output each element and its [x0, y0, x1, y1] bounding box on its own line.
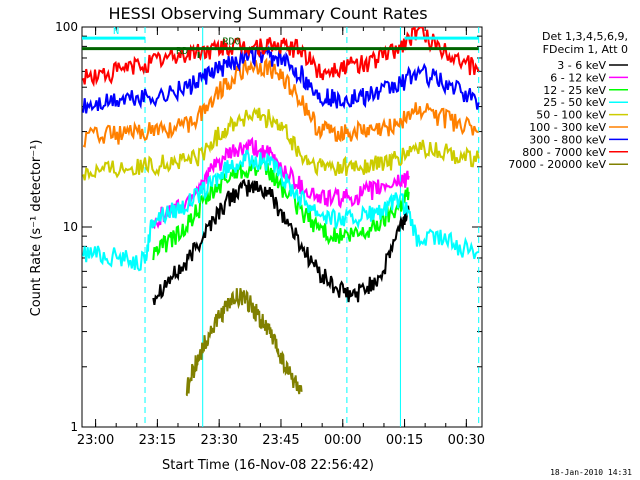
legend-label-8: 7000 - 20000 keV [508, 158, 606, 171]
series-group [82, 27, 480, 397]
y-tick-label: 100 [55, 20, 78, 34]
flag-label-n: N [113, 26, 119, 37]
legend-label-7: 800 - 7000 keV [522, 146, 606, 159]
legend-label-2: 12 - 25 keV [543, 84, 606, 97]
plot-area: 1 10 100 23:00 23:15 23:30 23:45 00:00 00:15 00:3… [55, 20, 485, 448]
x-tick-label: 00:30 [448, 433, 485, 448]
series-line-4 [82, 106, 480, 181]
series-line-8 [185, 288, 303, 397]
series-line-6 [82, 44, 480, 114]
flags-group [82, 36, 479, 58]
timestamp: 18-Jan-2010 14:31 [550, 468, 632, 477]
y-tick-label: 10 [63, 220, 78, 234]
x-tick-label: 23:00 [77, 433, 114, 448]
legend-label-6: 300 - 800 keV [529, 133, 606, 146]
legend-header-detectors: Det 1,3,4,5,6,9, [542, 30, 628, 43]
x-tick-label: 23:45 [262, 433, 299, 448]
x-axis-label: Start Time (16-Nov-08 22:56:42) [162, 458, 374, 473]
legend-header-decimation: FDecim 1, Att 0 [543, 43, 628, 56]
series-line-2 [152, 158, 410, 261]
x-tick-label: 00:15 [386, 433, 423, 448]
x-tick-label: 23:30 [200, 433, 237, 448]
y-axis-label: Count Rate (s⁻¹ detector⁻¹) [29, 140, 44, 317]
series-line-7 [82, 27, 480, 88]
series-line-5 [82, 57, 479, 148]
x-tick-label: 00:00 [324, 433, 361, 448]
legend-label-5: 100 - 300 keV [529, 121, 606, 134]
legend-label-3: 25 - 50 keV [543, 96, 606, 109]
series-line-0 [152, 178, 410, 305]
flag-label-rd0: RD0 [223, 37, 241, 48]
legend-label-0: 3 - 6 keV [557, 59, 606, 72]
legend-label-1: 6 - 12 keV [550, 71, 606, 84]
flag-label-rd: RD [176, 46, 188, 57]
plot-frame [81, 26, 483, 428]
series-line-3 [82, 149, 479, 272]
x-tick-label: 23:15 [139, 433, 176, 448]
legend-label-4: 50 - 100 keV [536, 109, 606, 122]
chart-title: HESSI Observing Summary Count Rates [108, 4, 427, 23]
y-tick-label: 1 [70, 420, 78, 434]
